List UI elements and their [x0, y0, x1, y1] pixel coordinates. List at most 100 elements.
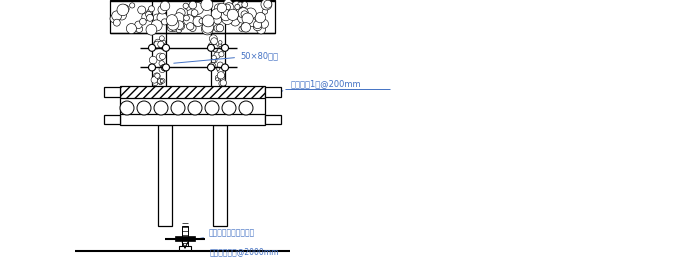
Circle shape [248, 18, 256, 27]
Circle shape [154, 39, 161, 46]
Bar [182, 226, 188, 246]
Circle shape [161, 19, 167, 25]
Circle shape [221, 78, 225, 82]
Circle shape [256, 25, 266, 34]
Circle shape [193, 16, 203, 27]
Circle shape [171, 101, 185, 115]
Circle shape [163, 65, 167, 69]
Circle shape [219, 40, 222, 44]
Circle shape [212, 59, 216, 63]
Bar [179, 246, 191, 250]
Circle shape [219, 44, 222, 47]
Circle shape [202, 22, 213, 33]
Circle shape [176, 27, 182, 33]
Circle shape [212, 55, 217, 60]
Circle shape [253, 21, 262, 29]
Circle shape [211, 44, 218, 51]
Circle shape [158, 41, 164, 47]
Circle shape [217, 24, 224, 32]
Text: 50×80木方: 50×80木方 [173, 51, 278, 63]
Circle shape [187, 6, 198, 17]
Circle shape [219, 52, 224, 57]
Circle shape [223, 3, 234, 13]
Bar [120, 114, 265, 125]
Circle shape [139, 18, 146, 25]
Circle shape [235, 4, 240, 9]
Circle shape [208, 42, 216, 50]
Circle shape [154, 101, 168, 115]
Circle shape [151, 77, 158, 83]
Circle shape [215, 75, 221, 80]
Circle shape [199, 19, 204, 24]
Circle shape [228, 8, 236, 16]
Circle shape [214, 24, 221, 32]
Circle shape [237, 8, 242, 14]
Circle shape [159, 66, 165, 73]
Circle shape [221, 44, 229, 51]
Circle shape [159, 54, 165, 60]
Circle shape [148, 6, 154, 12]
Circle shape [213, 16, 221, 24]
Circle shape [241, 11, 248, 18]
Circle shape [214, 4, 223, 13]
Circle shape [163, 44, 169, 51]
Circle shape [220, 45, 224, 50]
Circle shape [222, 101, 236, 115]
Circle shape [222, 47, 226, 51]
Circle shape [154, 41, 161, 48]
Circle shape [145, 11, 152, 17]
Circle shape [163, 64, 169, 71]
Circle shape [223, 9, 229, 15]
Circle shape [186, 23, 194, 30]
Circle shape [239, 26, 244, 31]
Circle shape [161, 64, 167, 71]
Circle shape [208, 44, 214, 51]
Circle shape [148, 64, 156, 71]
Circle shape [219, 81, 225, 86]
Circle shape [208, 64, 214, 71]
Circle shape [161, 1, 170, 11]
Circle shape [262, 9, 268, 14]
Circle shape [202, 15, 214, 27]
Circle shape [153, 41, 161, 49]
Circle shape [147, 9, 152, 15]
Circle shape [255, 13, 266, 23]
Circle shape [112, 11, 122, 21]
Bar [265, 115, 281, 124]
Circle shape [253, 20, 262, 28]
Circle shape [117, 11, 126, 20]
Circle shape [201, 0, 213, 11]
Circle shape [167, 15, 178, 26]
Circle shape [167, 19, 179, 30]
Circle shape [238, 2, 243, 7]
Text: 梁底木扨1根@200mm: 梁底木扨1根@200mm [291, 79, 361, 88]
Circle shape [147, 14, 154, 21]
Circle shape [242, 13, 253, 24]
Circle shape [264, 0, 272, 8]
Circle shape [148, 44, 156, 51]
Circle shape [161, 64, 168, 71]
Bar [175, 236, 195, 241]
Circle shape [189, 1, 197, 9]
Circle shape [214, 52, 221, 59]
Circle shape [211, 38, 217, 44]
Circle shape [176, 9, 185, 17]
Circle shape [135, 21, 142, 28]
Circle shape [253, 22, 262, 31]
Circle shape [158, 5, 167, 14]
Bar [120, 86, 265, 98]
Circle shape [155, 73, 160, 78]
Circle shape [142, 13, 150, 21]
Circle shape [221, 64, 229, 71]
Circle shape [223, 0, 232, 8]
Circle shape [158, 81, 163, 85]
Circle shape [150, 56, 157, 64]
Circle shape [161, 79, 163, 82]
Bar [110, 0, 275, 33]
Circle shape [189, 25, 196, 32]
Circle shape [160, 79, 165, 83]
Circle shape [175, 21, 184, 29]
Circle shape [138, 6, 145, 14]
Circle shape [130, 3, 135, 8]
Circle shape [220, 80, 227, 86]
